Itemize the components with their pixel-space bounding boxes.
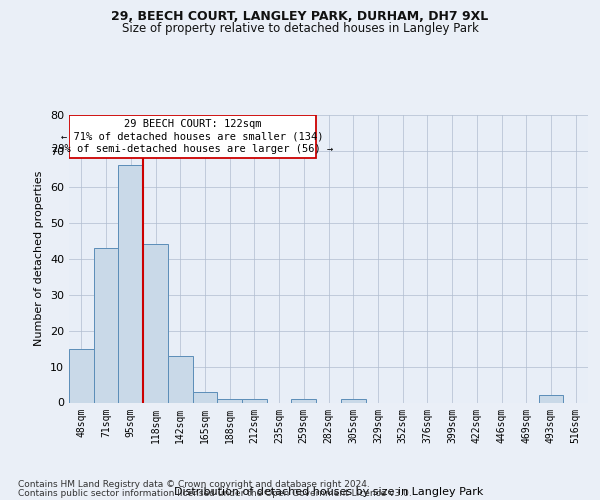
Text: ← 71% of detached houses are smaller (134): ← 71% of detached houses are smaller (13…	[61, 132, 324, 141]
Y-axis label: Number of detached properties: Number of detached properties	[34, 171, 44, 346]
Bar	[193, 392, 217, 402]
Bar	[143, 244, 168, 402]
FancyBboxPatch shape	[69, 115, 316, 158]
Bar	[168, 356, 193, 403]
Bar	[539, 396, 563, 402]
Bar	[217, 399, 242, 402]
Bar	[69, 348, 94, 403]
Bar	[292, 399, 316, 402]
Text: 29% of semi-detached houses are larger (56) →: 29% of semi-detached houses are larger (…	[52, 144, 333, 154]
Bar	[242, 399, 267, 402]
Text: Distribution of detached houses by size in Langley Park: Distribution of detached houses by size …	[174, 488, 483, 498]
Text: Contains public sector information licensed under the Open Government Licence v3: Contains public sector information licen…	[18, 488, 412, 498]
Bar	[94, 248, 118, 402]
Text: Contains HM Land Registry data © Crown copyright and database right 2024.: Contains HM Land Registry data © Crown c…	[18, 480, 370, 489]
Text: Size of property relative to detached houses in Langley Park: Size of property relative to detached ho…	[122, 22, 478, 35]
Bar	[118, 166, 143, 402]
Text: 29, BEECH COURT, LANGLEY PARK, DURHAM, DH7 9XL: 29, BEECH COURT, LANGLEY PARK, DURHAM, D…	[112, 10, 488, 23]
Text: 29 BEECH COURT: 122sqm: 29 BEECH COURT: 122sqm	[124, 119, 262, 129]
Bar	[341, 399, 365, 402]
